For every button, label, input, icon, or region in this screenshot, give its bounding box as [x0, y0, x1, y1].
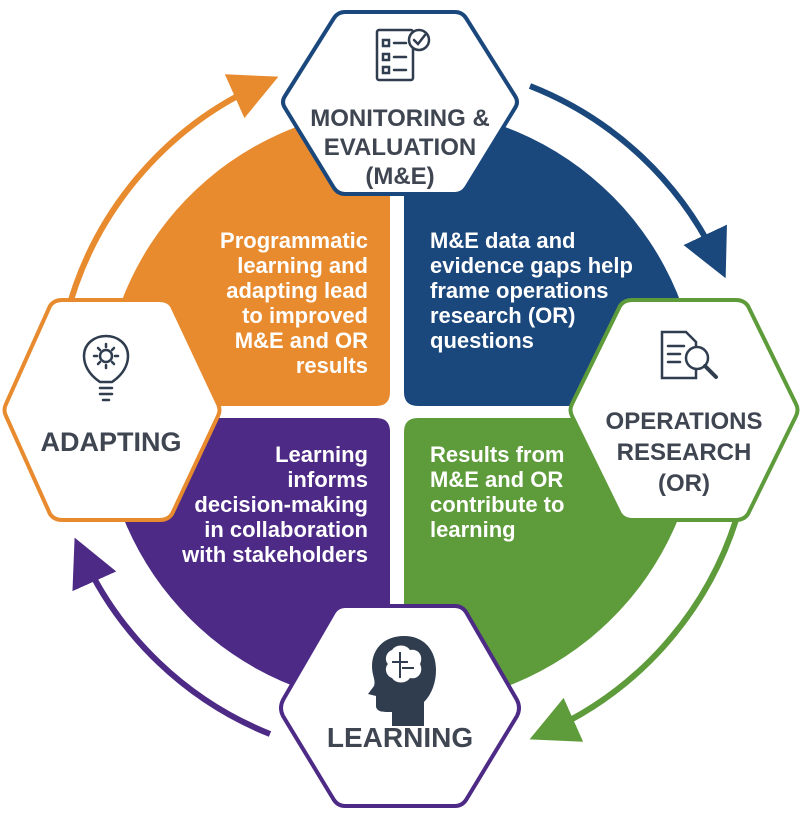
checklist-icon — [375, 28, 431, 82]
document-search-icon — [660, 330, 718, 380]
arrow-or-to-learning — [529, 519, 739, 742]
arrow-learning-to-adapting — [72, 537, 272, 737]
adapting-label: ADAPTING — [40, 427, 182, 457]
hex-adapting — [2, 298, 222, 522]
quadrant-text-top-right: M&E data and evidence gaps help frame op… — [430, 228, 633, 353]
quadrant-text-bottom-left: Learning informs decision-making in coll… — [182, 442, 368, 567]
head-brain-icon — [368, 636, 436, 726]
arrow-adapting-to-me — [63, 74, 279, 319]
lightbulb-gear-icon — [82, 334, 130, 402]
me-label: MONITORING & EVALUATION (M&E) — [310, 105, 490, 190]
arrow-me-to-or — [528, 83, 727, 279]
quadrant-text-bottom-right: Results from M&E and OR contribute to le… — [430, 442, 565, 542]
quadrant-text-top-left: Programmatic learning and adapting lead … — [220, 228, 368, 378]
hex-operations-research — [568, 298, 800, 522]
hex-monitoring-evaluation — [281, 10, 519, 196]
learning-label: LEARNING — [326, 722, 474, 753]
or-label: OPERATIONS RESEARCH (OR) — [605, 408, 763, 497]
